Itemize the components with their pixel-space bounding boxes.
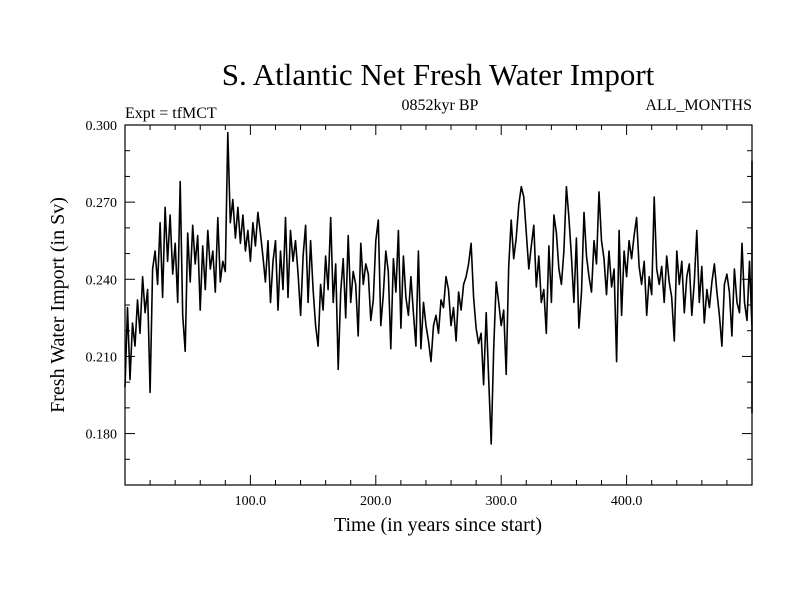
y-tick-label: 0.210 [86,350,118,365]
period-label: 0852kyr BP [402,97,479,114]
x-tick-label: 100.0 [235,494,267,509]
y-tick-label: 0.180 [86,428,118,443]
x-tick-label: 200.0 [360,494,392,509]
experiment-label: Expt = tfMCT [125,105,217,122]
axis-tick-labels: 100.0 200.0 300.0 400.0 0.180 0.210 0.240 0.270… [86,119,643,509]
y-tick-label: 0.240 [86,273,118,288]
y-tick-label: 0.300 [86,119,118,134]
x-axis-label: Time (in years since start) [334,514,542,536]
months-label: ALL_MONTHS [645,97,752,114]
y-axis-label: Fresh Water Import (in Sv) [47,197,69,413]
x-tick-label: 400.0 [611,494,643,509]
chart-title: S. Atlantic Net Fresh Water Import [222,57,655,92]
x-tick-label: 300.0 [485,494,517,509]
y-tick-label: 0.270 [86,196,118,211]
plot-frame [124,124,753,486]
